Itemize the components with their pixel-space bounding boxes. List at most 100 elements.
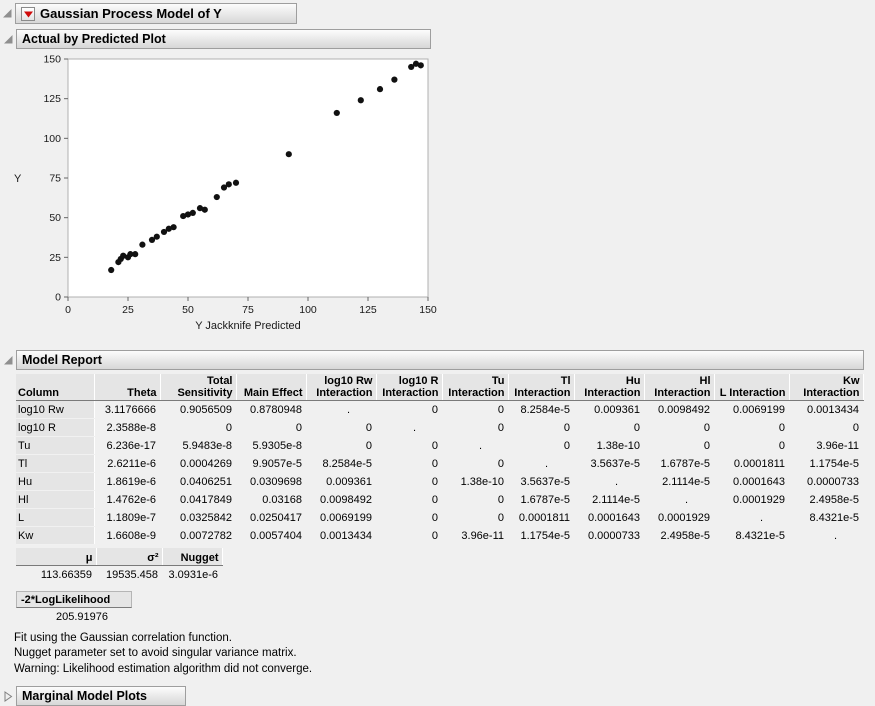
data-point[interactable] — [108, 266, 115, 274]
data-point[interactable] — [333, 109, 340, 117]
column-header: log10 Rw Interaction — [306, 374, 377, 401]
actual-by-predicted-plot[interactable]: 0 25 50 75 100 125 150 0 25 50 75 100 125 150 Y Jackkn… — [6, 51, 875, 340]
y-tick-label: 25 — [49, 252, 61, 264]
note-line: Nugget parameter set to avoid singular v… — [14, 647, 297, 660]
disclosure-collapsed-icon[interactable] — [3, 690, 14, 702]
table-cell: 0 — [633, 421, 640, 434]
y-tick-label: 125 — [43, 93, 61, 105]
data-point[interactable] — [232, 179, 240, 186]
loglikelihood-header: -2*LogLikelihood — [16, 591, 132, 608]
table-cell: 3.5637e-5 — [590, 457, 640, 470]
table-cell: . — [759, 511, 763, 524]
column-header: Total Sensitivity — [160, 374, 237, 401]
data-point[interactable] — [376, 86, 384, 93]
table-cell: 0.0001929 — [733, 493, 785, 506]
table-cell: 19535.458 — [106, 568, 158, 581]
report-title-bar: Gaussian Process Model of Y — [15, 3, 297, 24]
x-tick-label: 25 — [122, 304, 134, 316]
section-title: Marginal Model Plots — [22, 689, 148, 704]
column-header: Kw Interaction — [789, 374, 864, 401]
table-cell: . — [412, 421, 416, 434]
data-point[interactable] — [160, 228, 168, 236]
data-point[interactable] — [220, 184, 228, 191]
table-cell: 2.4958e-5 — [809, 493, 859, 506]
report-title: Gaussian Process Model of Y — [40, 6, 222, 21]
table-cell: 1.6787e-5 — [520, 493, 570, 506]
table-cell: 0.0250417 — [250, 511, 302, 524]
data-point[interactable] — [189, 209, 196, 217]
marginal-model-plots-title-bar: Marginal Model Plots — [16, 686, 186, 706]
data-point[interactable] — [132, 251, 139, 258]
data-point[interactable] — [120, 252, 127, 259]
marginal-model-plots-header-row: Marginal Model Plots — [3, 686, 875, 706]
column-header: μ — [16, 548, 97, 566]
table-cell: 2.3588e-8 — [106, 421, 156, 434]
data-point[interactable] — [417, 62, 424, 69]
table-cell: 0.0069199 — [320, 511, 372, 524]
table-cell: 5.9305e-8 — [252, 439, 302, 452]
table-cell: 1.6787e-5 — [660, 457, 710, 470]
data-point[interactable] — [196, 205, 204, 212]
disclosure-expanded-icon[interactable] — [3, 355, 14, 366]
table-cell: 0 — [431, 511, 438, 524]
scatter-plot-svg[interactable]: 0 25 50 75 100 125 150 0 25 50 75 100 125 150 Y Jackkn… — [6, 51, 446, 335]
y-tick-label: 75 — [49, 173, 61, 185]
table-cell: 5.9483e-8 — [182, 439, 232, 452]
data-point[interactable] — [357, 97, 364, 104]
disclosure-expanded-icon[interactable] — [2, 8, 13, 19]
table-cell: 0 — [225, 421, 232, 434]
table-cell: 0.0000733 — [588, 529, 640, 542]
column-header: Tu Interaction — [442, 374, 509, 401]
data-point[interactable] — [148, 236, 156, 243]
actual-by-predicted-title-bar: Actual by Predicted Plot — [16, 29, 431, 49]
data-point[interactable] — [408, 63, 415, 71]
table-cell: 0 — [778, 421, 785, 434]
table-cell: . — [346, 403, 350, 416]
table-cell: 0.0406251 — [180, 475, 232, 488]
row-label: Hl — [16, 490, 95, 509]
column-header: Theta — [94, 374, 161, 401]
disclosure-expanded-icon[interactable] — [3, 34, 14, 45]
row-label: Kw — [16, 526, 95, 545]
table-cell: 0.0000733 — [807, 475, 859, 488]
table-cell: 1.4762e-6 — [106, 493, 156, 506]
table-cell: 0.0417849 — [180, 493, 232, 506]
data-point[interactable] — [213, 193, 220, 201]
data-point[interactable] — [391, 76, 398, 83]
y-tick-label: 0 — [55, 292, 61, 304]
data-point[interactable] — [153, 233, 160, 240]
x-tick-label: 150 — [419, 304, 437, 316]
table-cell: 0.0057404 — [250, 529, 302, 542]
disclosure-triangle — [4, 34, 13, 43]
red-triangle-menu-icon[interactable] — [21, 6, 35, 21]
section-title: Actual by Predicted Plot — [22, 32, 166, 46]
table-cell: 3.96e-11 — [461, 529, 504, 542]
data-point[interactable] — [285, 151, 292, 158]
data-point[interactable] — [127, 251, 134, 258]
row-label: Tu — [16, 436, 95, 455]
column-header: Column — [16, 374, 95, 401]
table-cell: 0.0098492 — [658, 403, 710, 416]
table-cell: 0 — [497, 457, 504, 470]
table-cell: 0.0001643 — [588, 511, 640, 524]
table-cell: 2.1114e-5 — [592, 493, 640, 506]
table-cell: 0.0098492 — [320, 493, 372, 506]
mu-table-row: 113.66359 19535.458 3.0931e-6 — [16, 566, 222, 584]
data-point[interactable] — [184, 211, 192, 218]
table-cell: 0.0309698 — [250, 475, 302, 488]
data-point[interactable] — [180, 212, 187, 220]
x-tick-label: 75 — [242, 304, 254, 316]
data-point[interactable] — [201, 206, 208, 213]
section-title: Model Report — [22, 353, 102, 367]
table-cell: 0 — [431, 439, 438, 452]
data-point[interactable] — [412, 60, 420, 67]
table-cell: 0.009361 — [326, 475, 372, 488]
data-point[interactable] — [170, 224, 177, 231]
data-point[interactable] — [165, 225, 172, 232]
table-cell: 0 — [431, 475, 438, 488]
data-point[interactable] — [225, 181, 232, 188]
jmp-report-window: { "report": { "title": "Gaussian Process… — [0, 3, 875, 706]
model-report-header-row: Column Theta Total Sensitivity Main Effect lo… — [16, 374, 864, 401]
table-cell: 0.0001643 — [733, 475, 785, 488]
data-point[interactable] — [139, 241, 146, 248]
